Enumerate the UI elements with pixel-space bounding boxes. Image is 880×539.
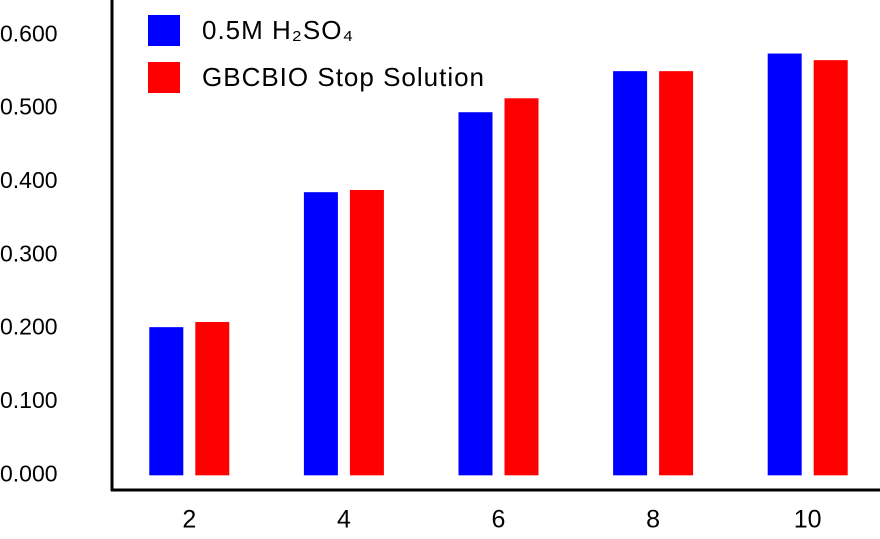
bar <box>149 327 184 476</box>
y-tick-label: 0.200 <box>0 314 58 340</box>
y-tick-label: 0.500 <box>0 94 58 120</box>
legend-label: GBCBIO Stop Solution <box>202 62 485 92</box>
x-tick-label: 6 <box>492 506 506 534</box>
y-tick-label: 0.100 <box>0 387 58 413</box>
bar <box>349 189 384 476</box>
bar <box>767 53 802 476</box>
x-tick-label: 10 <box>794 506 822 534</box>
bar <box>659 71 694 476</box>
bar <box>504 98 539 476</box>
legend-swatch <box>148 15 180 46</box>
bar <box>613 71 648 476</box>
bar <box>195 322 230 476</box>
bar <box>303 192 338 476</box>
x-tick-label: 2 <box>182 506 196 534</box>
bar <box>813 60 848 476</box>
y-tick-label: 0.300 <box>0 240 58 266</box>
y-tick-label: 0.600 <box>0 20 58 46</box>
x-tick-label: 8 <box>646 506 660 534</box>
legend-swatch <box>148 62 180 93</box>
y-tick-label: 0.400 <box>0 167 58 193</box>
legend-label: 0.5M H₂SO₄ <box>202 15 354 45</box>
bar <box>458 112 493 476</box>
y-tick-label: 0.000 <box>0 460 58 486</box>
x-tick-label: 4 <box>337 506 351 534</box>
